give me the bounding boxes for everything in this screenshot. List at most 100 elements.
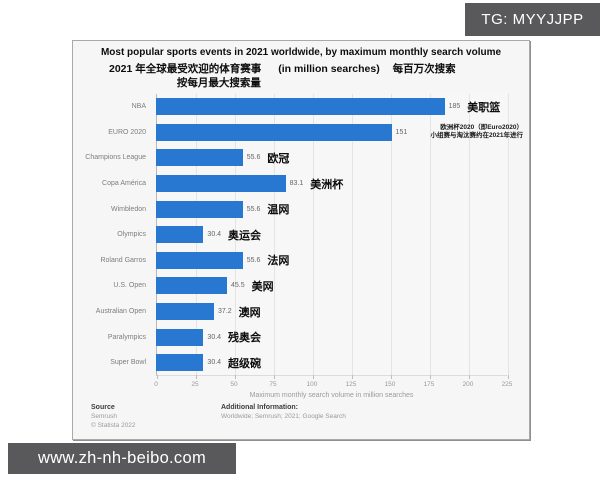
zh-annotation: 澳网 (238, 306, 261, 319)
bar-track: 30.4 残奥会 (156, 324, 524, 350)
source-block: Source Semrush © Statista 2022 (91, 403, 136, 430)
zh-annotation: 欧冠 (267, 152, 290, 165)
bar-row: Wimbledon 55.6 温网 (78, 196, 524, 222)
bar-row: EURO 2020 151 (78, 120, 524, 146)
x-axis-ticks: 0 25 50 75 100 125 150 175 200 225 (154, 381, 512, 391)
bar (156, 226, 204, 244)
value-label: 185 (448, 103, 461, 111)
x-tick-label: 175 (423, 381, 435, 388)
bar-row: Roland Garros 55.6 法网 (78, 248, 524, 274)
gridline (391, 94, 392, 375)
tick-mark (235, 375, 236, 379)
bar (156, 123, 392, 141)
website-watermark: www.zh-nh-beibo.com (8, 443, 236, 474)
bar-row: Champions League 55.6 欧冠 (78, 145, 524, 171)
bar (156, 200, 243, 218)
category-label: EURO 2020 (108, 128, 146, 136)
tick-mark (508, 375, 509, 379)
value-label: 30.4 (207, 359, 222, 367)
tick-mark (196, 375, 197, 379)
bar-row: Australian Open 37.2 澳网 (78, 299, 524, 325)
category-label: Wimbledon (110, 205, 146, 213)
zh-annotation: 美洲杯 (310, 178, 344, 191)
bar-row: Paralympics 30.4 残奥会 (78, 324, 524, 350)
source-name: Semrush (91, 413, 118, 420)
bar-rows: NBA 185 美职篮 EURO 2020 151 Champions League 55.… (78, 94, 524, 376)
zh-annotation: 美网 (251, 280, 274, 293)
bar-row: NBA 185 美职篮 (78, 94, 524, 120)
value-label: 30.4 (207, 333, 222, 341)
value-label: 45.5 (230, 282, 245, 290)
chart-title-en: Most popular sports events in 2021 world… (100, 47, 502, 58)
category-label: Australian Open (95, 308, 146, 316)
euro2020-annotation-line1: 欧洲杯2020（即Euro2020） (440, 124, 523, 131)
bar-track: 83.1 美洲杯 (156, 171, 524, 197)
bar-track: 55.6 欧冠 (156, 145, 524, 171)
bar-track: 185 美职篮 (156, 94, 524, 120)
bar-track: 30.4 超级碗 (156, 350, 524, 376)
chart-subtitle-zh-right: 每百万次搜索 (392, 63, 456, 75)
gridline (430, 94, 431, 375)
x-tick-label: 150 (384, 381, 396, 388)
bar-row: Super Bowl 30.4 超级碗 (78, 350, 524, 376)
category-label: Super Bowl (110, 359, 146, 367)
x-tick-label: 125 (345, 381, 357, 388)
bar-track: 55.6 法网 (156, 248, 524, 274)
gridline (313, 94, 314, 375)
zh-annotation: 温网 (267, 204, 290, 217)
value-label: 55.6 (246, 154, 261, 162)
category-label: Paralympics (107, 333, 146, 341)
tick-mark (430, 375, 431, 379)
value-label: 37.2 (218, 308, 232, 316)
bar-track: 45.5 美网 (156, 273, 524, 299)
bar-row: U.S. Open 45.5 美网 (78, 273, 524, 299)
tick-mark (469, 375, 470, 379)
bar-track: 37.2 澳网 (156, 299, 524, 325)
category-label: Champions League (85, 154, 146, 162)
additional-info-text: Worldwide; Semrush; 2021; Google Search (221, 413, 346, 420)
bar-track: 30.4 奥运会 (156, 222, 524, 248)
additional-info-block: Additional Information: Worldwide; Semru… (221, 403, 346, 421)
bar-track: 151 (156, 120, 524, 146)
telegram-watermark: TG: MYYJJPP (465, 3, 600, 36)
category-label: Olympics (117, 231, 146, 239)
tick-mark (313, 375, 314, 379)
website-watermark-text: www.zh-nh-beibo.com (37, 449, 207, 467)
additional-info-label: Additional Information: (221, 404, 298, 411)
x-axis-label: Maximum monthly search volume in million… (249, 392, 414, 399)
x-tick-label: 75 (269, 381, 277, 388)
zh-annotation: 残奥会 (228, 332, 262, 345)
x-tick-label: 225 (501, 381, 513, 388)
x-tick-label: 100 (306, 381, 318, 388)
chart-subtitle-zh-sub: 按每月最大搜索量 (176, 77, 261, 89)
tick-mark (274, 375, 275, 379)
bar (156, 328, 204, 346)
bar-row: Olympics 30.4 奥运会 (78, 222, 524, 248)
gridline (508, 94, 509, 375)
bar (156, 303, 215, 321)
value-label: 151 (395, 128, 408, 136)
gridline (352, 94, 353, 375)
bar (156, 277, 227, 295)
gridline (274, 94, 275, 375)
euro2020-annotation: 欧洲杯2020（即Euro2020） 小组赛与淘汰赛约在2021年进行 (431, 124, 523, 140)
category-label: Copa América (102, 180, 146, 188)
bar (156, 149, 243, 167)
zh-annotation: 法网 (267, 255, 290, 268)
chart-subtitle-zh-left: 2021 年全球最受欢迎的体育赛事 (109, 63, 262, 75)
source-label: Source (91, 404, 115, 411)
zh-annotation: 超级碗 (228, 357, 262, 370)
value-label: 55.6 (246, 205, 261, 213)
plot-area (156, 94, 509, 379)
euro2020-annotation-line2: 小组赛与淘汰赛约在2021年进行 (430, 132, 523, 139)
value-label: 30.4 (207, 231, 222, 239)
bar (156, 175, 286, 193)
gridline (469, 94, 470, 375)
gridline (235, 94, 236, 375)
copyright: © Statista 2022 (91, 422, 136, 429)
tick-mark (157, 375, 158, 379)
bar-track: 55.6 温网 (156, 196, 524, 222)
chart-subtitle: 2021 年全球最受欢迎的体育赛事 (in million searches) … (109, 61, 456, 76)
category-label: NBA (131, 103, 146, 111)
value-label: 55.6 (246, 256, 261, 264)
